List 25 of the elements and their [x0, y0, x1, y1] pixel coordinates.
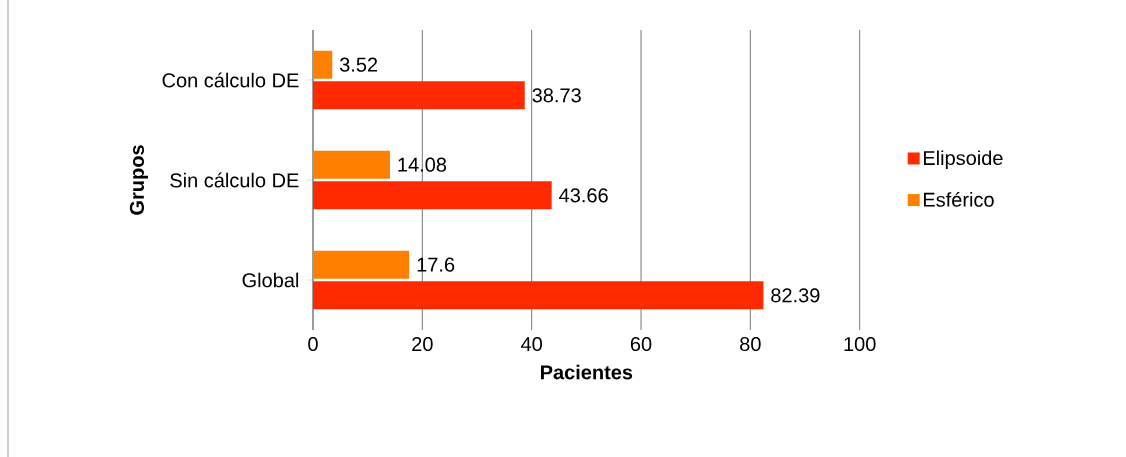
y-tick-label: Sin cálculo DE [170, 172, 299, 188]
data-label: 17.6 [417, 257, 455, 272]
x-tick-label: 0 [308, 336, 318, 352]
bar [313, 250, 410, 279]
data-label: 43.66 [559, 188, 608, 203]
x-tick-label: 80 [740, 336, 761, 352]
bar [313, 181, 552, 210]
x-tick-label: 20 [412, 336, 433, 352]
x-axis-title: Pacientes [540, 364, 633, 380]
x-tick-label: 40 [521, 336, 542, 352]
legend-label: Elipsoide [923, 150, 1003, 170]
data-label: 14.08 [398, 157, 447, 172]
x-tick-label: 60 [630, 336, 652, 352]
x-tick-label: 100 [844, 336, 876, 352]
legend-label: Esférico [923, 191, 994, 207]
y-axis-title: Grupos [129, 145, 148, 215]
data-label: 3.52 [339, 57, 378, 72]
y-tick-label: Global [242, 272, 299, 288]
data-label: 38.73 [532, 88, 581, 103]
bar [313, 150, 390, 179]
y-tick-label: Con cálculo DE [162, 72, 299, 88]
bar [313, 281, 764, 310]
bar [313, 81, 525, 110]
data-label: 82.39 [771, 288, 820, 303]
bar [313, 50, 333, 79]
